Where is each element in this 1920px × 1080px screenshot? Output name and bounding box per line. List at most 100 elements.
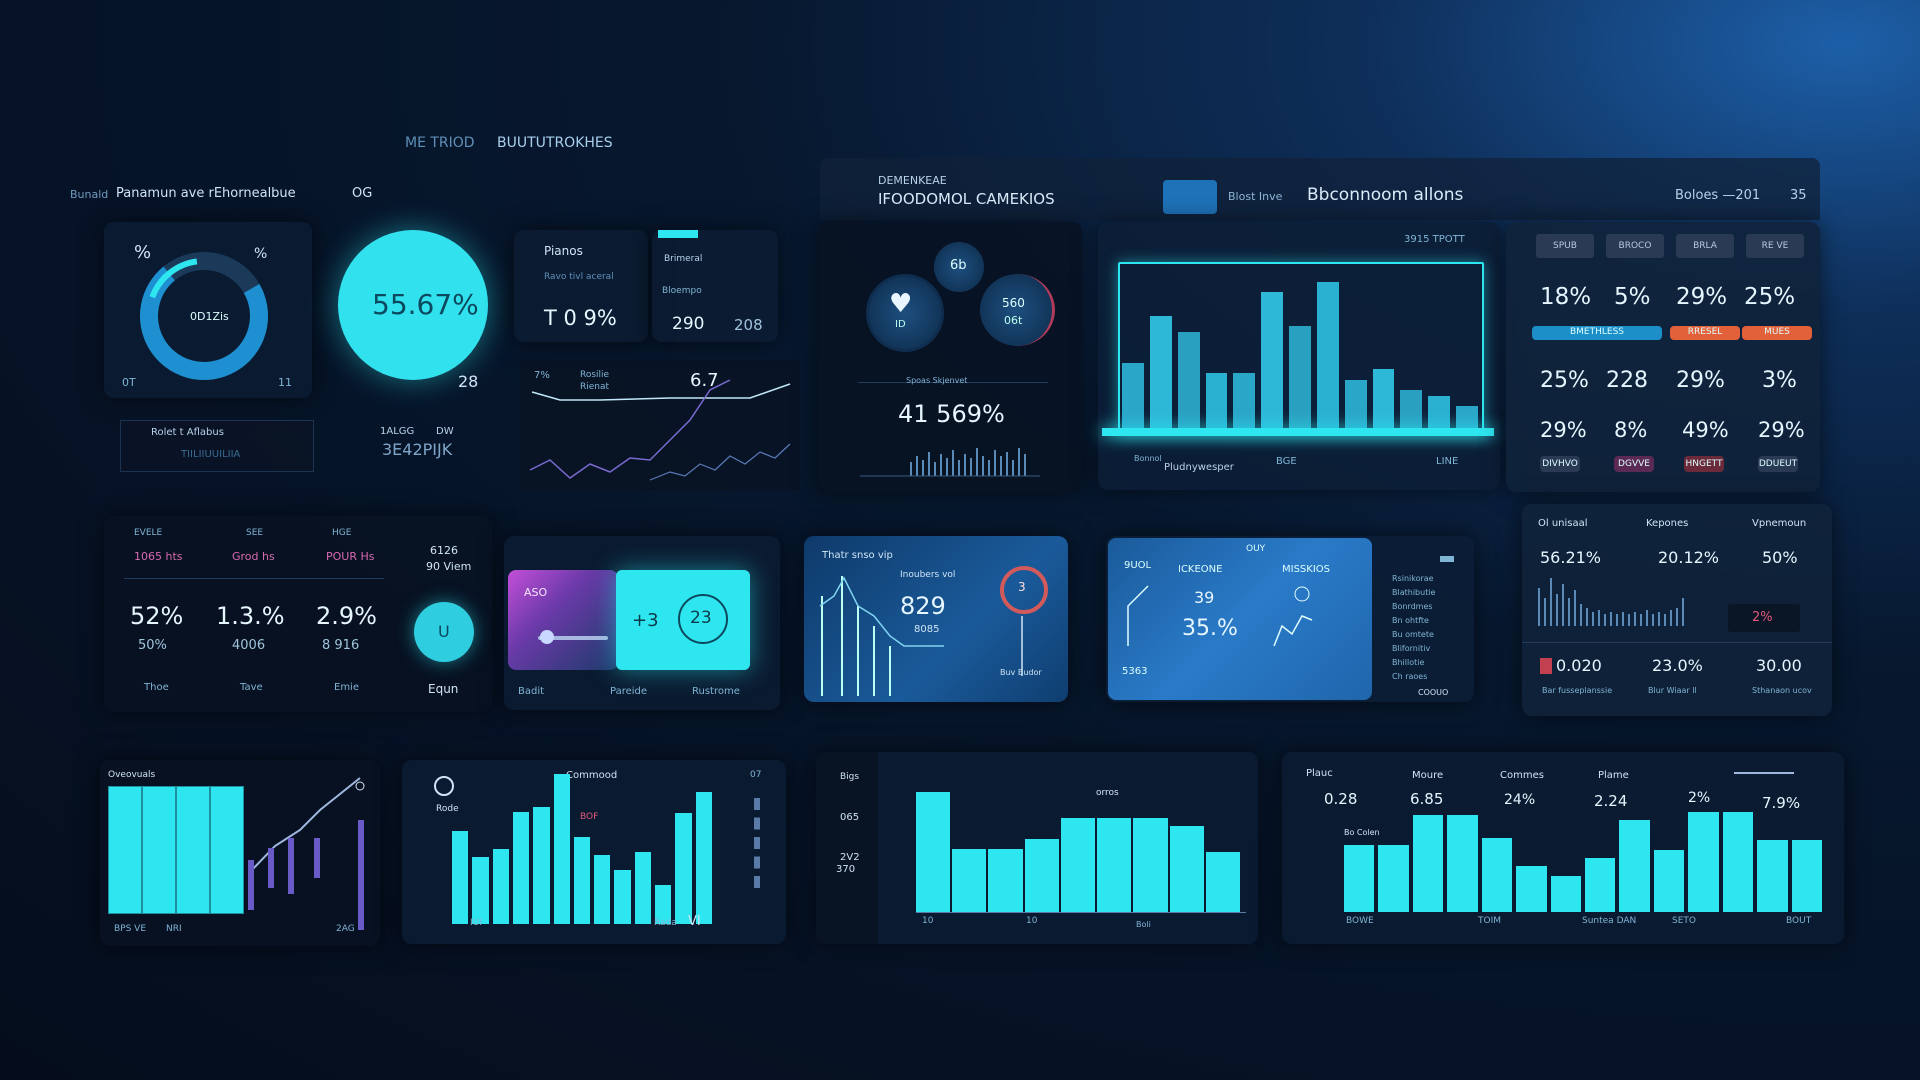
chart-bar[interactable] [1233, 372, 1256, 430]
chart-bar[interactable] [1378, 845, 1409, 912]
chart-b-list-item[interactable]: Bu omtete [1392, 630, 1434, 639]
chart-bar[interactable] [210, 786, 244, 914]
chart-bar[interactable] [1024, 838, 1059, 912]
chart-bar[interactable] [1653, 850, 1685, 912]
stats-tab-3[interactable]: BRLA [1676, 234, 1734, 258]
bottom-2-circle-icon[interactable] [434, 776, 454, 796]
chart-bar[interactable] [988, 849, 1023, 912]
chart-bar[interactable] [1456, 406, 1478, 430]
chart-b-list-item[interactable]: Bhillotie [1392, 658, 1425, 667]
chart-bar[interactable] [655, 885, 672, 924]
gauge-2[interactable]: 6b [934, 242, 984, 292]
chart-b-list-item[interactable]: Ch raoes [1392, 672, 1428, 681]
stats-tab-1[interactable]: SPUB [1536, 234, 1594, 258]
chart-bar[interactable] [492, 849, 509, 924]
chart-b-list-item[interactable]: Rsinikorae [1392, 574, 1434, 583]
chart-bar[interactable] [1412, 814, 1444, 912]
chart-bar[interactable] [1722, 812, 1754, 912]
bottom-4-range-slider[interactable] [1734, 772, 1794, 774]
kpi-head-2: SEE [246, 528, 264, 538]
chart-bar[interactable] [108, 786, 142, 914]
chart-bar[interactable] [1289, 325, 1311, 430]
chart-bar[interactable] [594, 855, 611, 924]
chart-bar[interactable] [573, 837, 591, 924]
gradient-tag: ASO [524, 586, 548, 599]
chart-bar[interactable] [1316, 282, 1339, 430]
chart-bar[interactable] [1757, 840, 1788, 912]
chart-bar[interactable] [472, 856, 489, 924]
chart-bar[interactable] [1516, 865, 1547, 912]
chart-b-list-item[interactable]: Blifornitiv [1392, 644, 1431, 653]
stats-tag-2[interactable]: DGVVE [1614, 456, 1654, 472]
right-stats-divider [1522, 642, 1832, 643]
chart-bar[interactable] [512, 811, 530, 924]
chart-bar[interactable] [1688, 812, 1719, 912]
chart-bar[interactable] [1344, 845, 1375, 912]
nav-item-1[interactable]: ME TRIOD [405, 135, 475, 151]
stats-tab-2[interactable]: BROCO [1606, 234, 1664, 258]
header-right-num: 35 [1790, 188, 1807, 203]
chart-bar[interactable] [1400, 389, 1423, 430]
chart-bar[interactable] [1344, 379, 1367, 430]
chart-bar[interactable] [614, 870, 631, 924]
chart-bar[interactable] [1550, 876, 1581, 912]
slider-knob[interactable] [540, 630, 554, 644]
chart-b-list-item[interactable]: Blathibutie [1392, 588, 1436, 597]
chart-bar[interactable] [1060, 818, 1096, 912]
chart-bar[interactable] [1205, 372, 1228, 430]
chart-bar[interactable] [1481, 837, 1513, 912]
gradient-tile: ASO [508, 570, 618, 670]
chart-b-lines [1127, 585, 1313, 647]
stats-pill-c[interactable]: MUES [1742, 326, 1812, 340]
stats-tag-4[interactable]: DDUEUT [1758, 456, 1798, 472]
chart-bar[interactable] [1149, 315, 1172, 430]
chart-a-sub: 8085 [914, 624, 940, 635]
donut-side-b: DW [436, 426, 454, 437]
chart-bar[interactable] [553, 774, 570, 924]
chart-bar[interactable] [1122, 362, 1144, 430]
gradient-circle[interactable]: 23 [678, 594, 728, 644]
nav-item-2[interactable]: BUUTUTROKHES [497, 135, 613, 151]
slider-track[interactable] [538, 636, 608, 640]
chart-bar[interactable] [1791, 840, 1822, 912]
bottom-2-left: Rode [436, 804, 459, 814]
chart-bar[interactable] [1261, 292, 1284, 430]
bottom-2-tag-a: 07 [750, 770, 762, 780]
chart-bar[interactable] [1133, 818, 1168, 912]
kpi-circle[interactable]: U [414, 602, 474, 662]
chart-bar[interactable] [452, 831, 469, 924]
stats-tag-3[interactable]: HNGETT [1684, 456, 1724, 472]
chart-bar[interactable] [952, 849, 987, 912]
percent-circle[interactable]: 55.67% [338, 230, 488, 380]
chart-bar[interactable] [1169, 825, 1204, 912]
chart-bar[interactable] [1205, 852, 1240, 912]
main-bar-floor [1102, 428, 1494, 436]
chart-bar[interactable] [1447, 814, 1478, 912]
stats-pill-a[interactable]: BMETHLESS [1532, 326, 1662, 340]
header-toggle-button[interactable] [1163, 180, 1217, 214]
chart-bar[interactable] [1097, 818, 1132, 912]
chart-b-list-item[interactable]: Bonrdmes [1392, 602, 1433, 611]
chart-bar[interactable] [1372, 369, 1395, 430]
bottom-4-val-5: 2% [1688, 790, 1711, 806]
chart-bar[interactable] [675, 813, 692, 924]
chart-bar[interactable] [142, 786, 176, 914]
chart-b-list-item[interactable]: Bn ohtfte [1392, 616, 1429, 625]
chart-bar[interactable] [1177, 332, 1200, 430]
stats-pill-b[interactable]: RRESEL [1670, 326, 1740, 340]
chart-bar[interactable] [695, 792, 712, 924]
right-stats-badge[interactable]: 2% [1728, 604, 1800, 632]
stats-tag-1[interactable]: DIVHVO [1540, 456, 1580, 472]
chart-bar[interactable] [1619, 819, 1650, 912]
right-stats-caption-1: Bar fusseplanssie [1542, 686, 1613, 695]
chart-bar[interactable] [176, 786, 210, 914]
gauge-1[interactable]: ID ♥ [866, 274, 944, 352]
gauge-3[interactable]: 560 06t [980, 274, 1055, 346]
chart-bar[interactable] [1428, 396, 1451, 430]
chart-bar[interactable] [533, 807, 550, 924]
chart-bar[interactable] [916, 792, 951, 912]
chart-bar[interactable] [634, 852, 652, 924]
chart-bar[interactable] [1585, 858, 1616, 912]
stats-tab-4[interactable]: RE VE [1746, 234, 1804, 258]
chart-a-ring[interactable]: 3 [1000, 566, 1048, 614]
